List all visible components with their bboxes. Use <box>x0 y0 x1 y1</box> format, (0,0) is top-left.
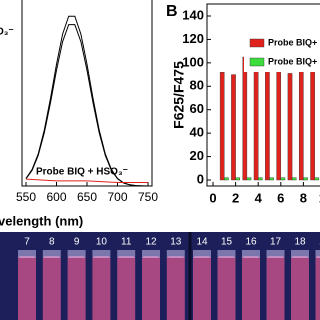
y-tick-label: 100 <box>182 54 204 69</box>
bar <box>219 72 225 181</box>
bar <box>258 177 263 181</box>
y-tick-label: 80 <box>190 78 204 93</box>
legend-swatch <box>249 57 265 67</box>
bar <box>314 177 320 181</box>
vial <box>315 256 320 320</box>
vial-label: 9 <box>74 237 80 248</box>
x-tick-label: 10 <box>319 190 320 205</box>
y-tick-label: 140 <box>182 7 204 22</box>
y-axis-label: F625/F475 <box>171 61 187 129</box>
vial-label: 15 <box>221 237 233 248</box>
panel-label: B <box>166 3 178 20</box>
annotation: Probe BIQ + HSO₃⁻ <box>36 167 128 178</box>
vial-cap <box>92 250 111 258</box>
y-tick-label: 120 <box>182 31 204 46</box>
vial <box>166 256 185 320</box>
bar <box>299 56 304 181</box>
legend-label: Probe BIQ+ <box>268 37 317 47</box>
vial-cap <box>193 250 211 258</box>
vial-label: 12 <box>145 237 157 248</box>
vial-label: 14 <box>196 237 208 248</box>
spectrum-line <box>25 178 148 184</box>
vial <box>242 256 260 320</box>
vial <box>117 256 136 320</box>
vial-label: 11 <box>121 237 132 248</box>
spectrum-line <box>25 15 149 187</box>
vial <box>291 256 309 320</box>
bar <box>246 177 252 181</box>
bar <box>242 56 248 181</box>
vial <box>266 256 285 320</box>
vial-cap <box>42 250 61 258</box>
vial-label: 17 <box>270 237 282 248</box>
panel-fragment: O₃⁻ <box>0 27 14 38</box>
vial-cap <box>315 250 320 258</box>
vial-cap <box>117 250 136 258</box>
bar <box>276 57 282 181</box>
legend-swatch <box>249 38 265 48</box>
vial-cap <box>242 250 260 258</box>
vial-cap <box>217 250 236 258</box>
vial <box>142 256 160 320</box>
vial-cap <box>142 250 160 258</box>
vial-label: 8 <box>49 237 55 248</box>
bar <box>265 57 270 181</box>
legend: Probe BIQ+ Probe BIQ+ <box>244 34 320 72</box>
vial-label: 10 <box>96 237 108 248</box>
bar <box>303 177 308 181</box>
plot-frame <box>21 0 153 187</box>
y-tick-label: 40 <box>190 125 204 140</box>
x-tick-label: 2 <box>232 190 239 205</box>
x-tick-label: 8 <box>300 190 307 205</box>
vial-label: 13 <box>170 237 182 248</box>
vial <box>92 256 111 320</box>
x-tick-label: 550 <box>16 190 36 204</box>
vial-label: 19 <box>319 237 320 248</box>
x-tick-label: 0 <box>209 190 216 205</box>
bar <box>224 177 229 181</box>
plot-frame <box>206 3 320 187</box>
vial-label: 16 <box>245 237 257 248</box>
vial <box>217 256 236 320</box>
x-axis-label: velength (nm) <box>0 213 83 228</box>
x-tick-label: 6 <box>277 190 284 205</box>
x-tick-label: 600 <box>46 190 66 204</box>
vial-cap <box>166 250 185 258</box>
spectrum-line <box>25 24 149 187</box>
bar <box>280 177 286 181</box>
vial-cap <box>18 250 36 258</box>
x-tick-label: 700 <box>107 190 127 204</box>
vial-label: 7 <box>24 237 30 248</box>
x-tick-label: 4 <box>255 190 263 205</box>
x-tick-label: 750 <box>138 190 158 204</box>
legend-label: Probe BIQ+ <box>268 56 317 66</box>
bar <box>310 62 315 181</box>
vial-label: 18 <box>294 237 306 248</box>
vial <box>67 256 86 320</box>
bar <box>269 177 274 181</box>
vial <box>42 256 61 320</box>
y-tick-label: 0 <box>197 171 204 186</box>
vial-cap <box>67 250 86 258</box>
bar <box>231 74 236 181</box>
bar <box>291 177 297 181</box>
y-tick-label: 20 <box>190 148 204 163</box>
vial-cap <box>291 250 309 258</box>
vial <box>193 256 211 320</box>
x-tick-label: 650 <box>77 190 97 204</box>
y-tick-label: 60 <box>190 101 204 116</box>
bar <box>235 177 241 181</box>
vial <box>18 256 36 320</box>
bar <box>287 73 293 181</box>
vial-cap <box>266 250 285 258</box>
